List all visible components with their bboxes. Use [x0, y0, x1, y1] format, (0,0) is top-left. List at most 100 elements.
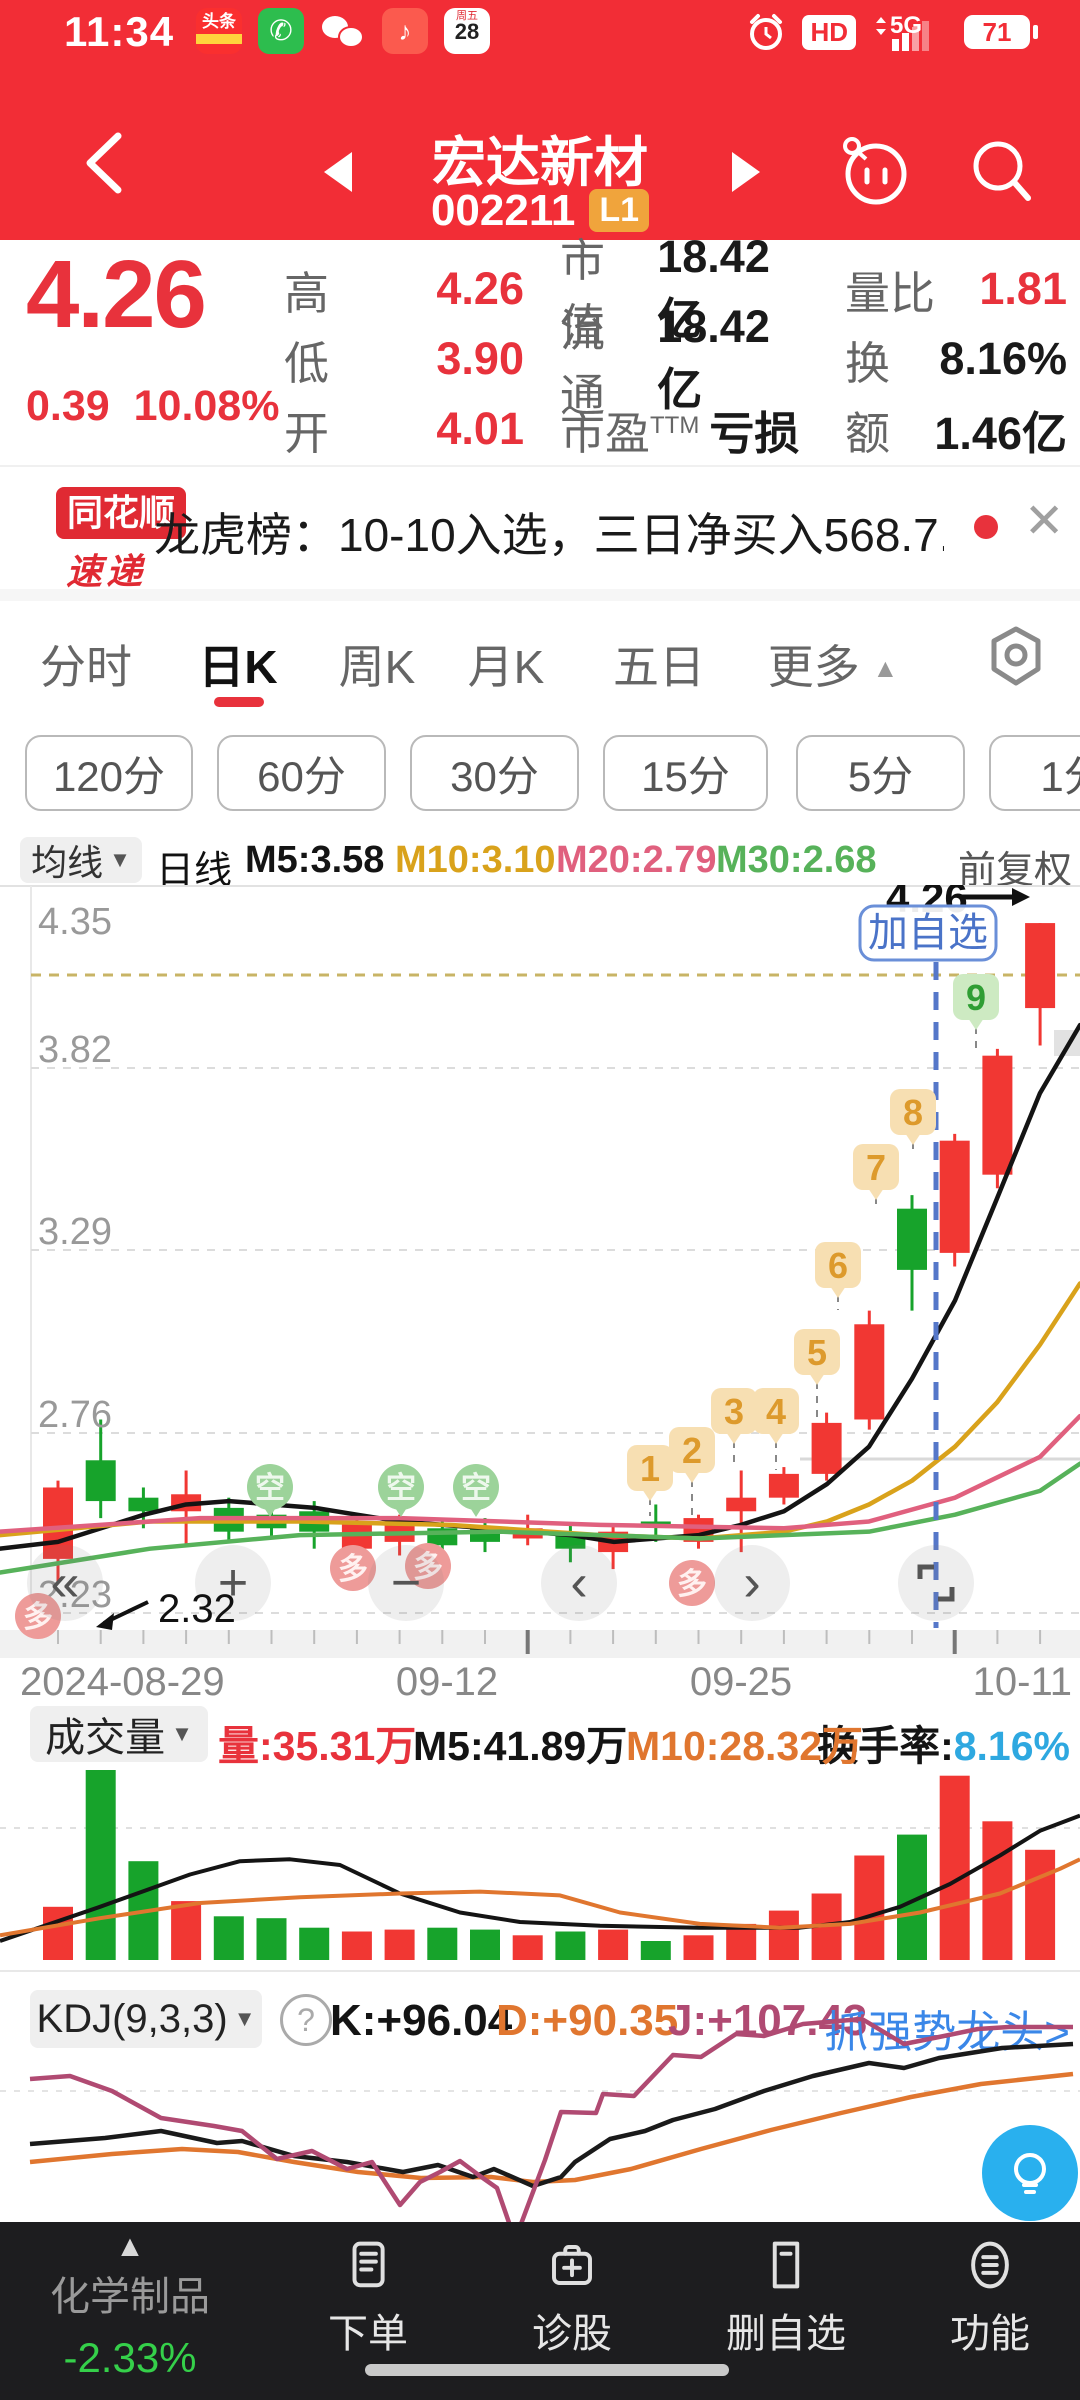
chart-settings-icon[interactable] [984, 623, 1048, 689]
news-banner[interactable]: 同花顺 速递 龙虎榜：10-10入选，三日净买入568.7... ✕ [0, 465, 1080, 592]
fullscreen-icon[interactable] [917, 1564, 955, 1602]
diagnose-floating-button[interactable] [982, 2125, 1078, 2221]
candle-body[interactable] [555, 1535, 586, 1549]
period-button-1分[interactable]: 1分 [989, 735, 1080, 811]
ma-value: M10:3.10 [395, 839, 556, 881]
ma-dropdown[interactable]: 均线 ▼ [20, 837, 142, 883]
volume-bar [256, 1918, 287, 1960]
search-icon[interactable] [966, 136, 1038, 208]
candle-body[interactable] [128, 1497, 159, 1512]
volume-bar [555, 1931, 586, 1960]
kdj-dropdown[interactable]: KDJ(9,3,3) ▼ [30, 1990, 262, 2048]
long-signal-badge [669, 1560, 715, 1606]
chart-nav-circle[interactable] [27, 1545, 103, 1621]
candle-body[interactable] [982, 1055, 1013, 1175]
volume-bar [512, 1935, 543, 1960]
kdj-k-value: K:+96.04 [330, 1996, 513, 2045]
prev-stock-icon[interactable] [318, 150, 358, 194]
chart-nav-glyph[interactable]: « [51, 1554, 80, 1612]
back-icon[interactable] [70, 128, 140, 198]
signal-badge [753, 1388, 799, 1434]
add-watchlist-badge[interactable] [858, 904, 998, 962]
signal-badge-tail [768, 1432, 784, 1444]
chart-nav-button[interactable]: › [714, 1545, 790, 1621]
quote-label: 换 [845, 337, 891, 389]
candle-body[interactable] [811, 1422, 842, 1474]
signal-badge-number: 1 [640, 1448, 660, 1489]
tab-分时[interactable]: 分时 [40, 641, 132, 693]
tab-五日[interactable]: 五日 [613, 641, 705, 693]
signal-badge [669, 1427, 715, 1473]
tab-周K[interactable]: 周K [338, 641, 416, 693]
caret-down-icon: ▼ [233, 2006, 256, 2031]
period-button-15分[interactable]: 15分 [603, 735, 768, 811]
quote-row: 开 4.01 [284, 394, 524, 464]
signal-badge-tail [830, 1286, 846, 1298]
next-stock-icon[interactable] [726, 150, 766, 194]
add-watchlist-label[interactable]: 加自选 [868, 911, 988, 955]
chart-nav-button[interactable]: + [195, 1545, 271, 1621]
candle-body[interactable] [897, 1208, 927, 1270]
quote-label: 流通 [560, 305, 606, 421]
chart-nav-fullscreen[interactable] [898, 1545, 974, 1621]
tab-日K[interactable]: 日K [198, 641, 278, 693]
chart-nav-glyph[interactable]: + [218, 1554, 248, 1612]
candle-body[interactable] [85, 1460, 116, 1502]
chart-nav-circle[interactable] [195, 1545, 271, 1621]
calendar-app-icon: 周五 28 [444, 8, 490, 54]
chart-nav-glyph[interactable]: − [391, 1554, 421, 1612]
sector-tab[interactable]: ▲ 化学制品 -2.33% [30, 2232, 230, 2382]
robot-assistant-icon[interactable] [836, 132, 912, 208]
tab-更多[interactable]: 更多 ▲ [767, 641, 899, 693]
kdj-d-value: D:+90.35 [496, 1996, 679, 2045]
candle-body[interactable] [726, 1497, 757, 1512]
high-arrow-head [1012, 888, 1030, 906]
candle-body[interactable] [43, 1487, 73, 1559]
candle-body[interactable] [640, 1521, 671, 1526]
chart-nav-button[interactable]: ‹ [541, 1545, 617, 1621]
chart-nav-glyph[interactable]: ‹ [570, 1554, 587, 1612]
5g-signal-icon: 5G [876, 12, 929, 51]
candle-body[interactable] [768, 1473, 799, 1498]
volume-bar [341, 1931, 372, 1960]
quote-label: 市值 [560, 235, 606, 351]
long-signal-badge [330, 1545, 376, 1591]
order-icon [352, 2241, 385, 2288]
candle-body[interactable] [854, 1324, 885, 1420]
period-button-30分[interactable]: 30分 [410, 735, 579, 811]
volume-chart[interactable] [0, 1768, 1080, 1964]
period-button-120分[interactable]: 120分 [25, 735, 193, 811]
nav-item-下单[interactable]: 下单 [288, 2238, 448, 2359]
x-axis-strip [0, 1630, 1080, 1658]
chart-nav-circle[interactable] [898, 1545, 974, 1621]
unread-dot [974, 515, 998, 539]
signal-badge-number: 9 [966, 977, 986, 1018]
news-banner-text[interactable]: 龙虎榜：10-10入选，三日净买入568.7... [154, 509, 944, 561]
candle-body[interactable] [939, 1140, 970, 1253]
chart-nav-circle[interactable] [368, 1545, 444, 1621]
signal-badge [953, 974, 999, 1020]
chart-nav-glyph[interactable]: › [743, 1554, 760, 1612]
period-button-5分[interactable]: 5分 [796, 735, 965, 811]
chart-nav-circle[interactable] [714, 1545, 790, 1621]
nav-item-诊股[interactable]: 诊股 [492, 2238, 652, 2359]
volume-bar [640, 1941, 671, 1960]
tab-月K[interactable]: 月K [467, 641, 545, 693]
nav-item-功能[interactable]: 功能 [910, 2238, 1070, 2359]
volume-dropdown[interactable]: 成交量 ▼ [30, 1706, 208, 1762]
candle-body[interactable] [1025, 923, 1056, 1009]
volume-bar [299, 1927, 330, 1960]
chart-nav-button[interactable]: − [368, 1545, 444, 1621]
quote-row: 流通 18.42亿 [560, 301, 810, 422]
chart-nav-circle[interactable] [541, 1545, 617, 1621]
volume-legend-value: M10:28.32万 [626, 1723, 864, 1769]
help-icon[interactable]: ? [280, 1994, 332, 2046]
kline-chart[interactable]: 4.353.823.292.762.234.26加自选123456789空空空多… [0, 885, 1080, 1658]
close-icon[interactable]: ✕ [1024, 495, 1065, 548]
nav-item-删自选[interactable]: 删自选 [706, 2238, 866, 2359]
period-button-60分[interactable]: 60分 [217, 735, 386, 811]
short-badge-tail [263, 1506, 277, 1517]
strong-stock-link[interactable]: 抓强势龙头> [824, 2008, 1070, 2057]
signal-badge-number: 3 [724, 1391, 744, 1432]
chart-nav-button[interactable]: « [27, 1545, 103, 1621]
